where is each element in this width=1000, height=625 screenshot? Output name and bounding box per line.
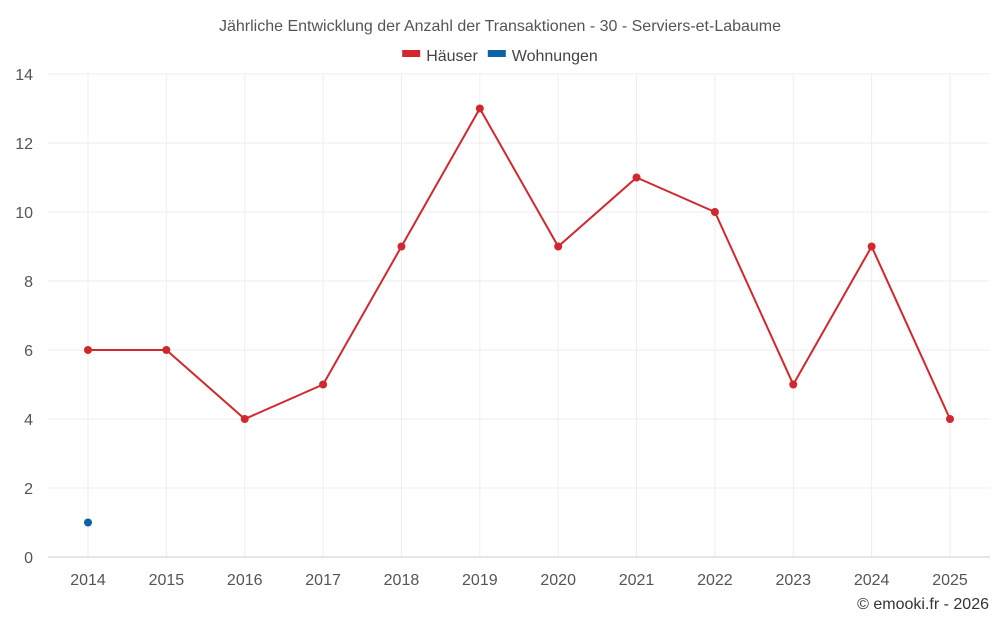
y-tick-label: 12	[15, 136, 33, 153]
x-axis-ticks: 2014 2015 2016 2017 2018 2019 2020 2021 2022 2023…	[70, 572, 968, 589]
legend-item[interactable]: Wohnungen	[487, 48, 598, 65]
chart-title: Jährliche Entwicklung der Anzahl der Tra…	[219, 18, 781, 35]
x-tick-label: 2018	[384, 572, 420, 589]
x-gridlines	[87, 74, 951, 557]
y-tick-label: 2	[24, 481, 33, 498]
x-tick-label: 2023	[775, 572, 811, 589]
x-tick-label: 2025	[932, 572, 968, 589]
credit-text: © emooki.fr - 2026	[857, 596, 989, 613]
y-tick-label: 6	[24, 343, 33, 360]
x-tick-label: 2022	[697, 572, 733, 589]
legend-label: Häuser	[426, 48, 478, 65]
x-tick-label: 2019	[462, 572, 498, 589]
legend-label: Wohnungen	[512, 48, 598, 65]
series-line	[88, 107, 951, 420]
data-point[interactable]	[867, 242, 876, 251]
data-point[interactable]	[946, 415, 954, 423]
y-tick-label: 8	[24, 274, 33, 291]
data-point[interactable]	[397, 242, 406, 251]
data-point[interactable]	[84, 518, 92, 527]
data-point[interactable]	[710, 208, 719, 216]
y-tick-label: 10	[15, 205, 33, 222]
data-point[interactable]	[632, 173, 641, 182]
data-point[interactable]	[162, 346, 171, 354]
x-tick-label: 2020	[540, 572, 576, 589]
y-tick-label: 14	[15, 67, 33, 84]
y-tick-label: 0	[24, 550, 33, 567]
data-point[interactable]	[475, 104, 484, 113]
y-axis-ticks: 0 2 4 6 8 10 12 14	[15, 67, 33, 567]
legend-swatch	[487, 50, 506, 57]
legend-swatch	[402, 50, 421, 57]
x-tick-label: 2014	[70, 572, 106, 589]
series-group	[84, 104, 954, 527]
data-point[interactable]	[554, 242, 563, 251]
legend: Häuser Wohnungen	[402, 48, 598, 65]
x-tick-label: 2015	[149, 572, 185, 589]
data-point[interactable]	[319, 380, 328, 389]
data-point[interactable]	[240, 415, 249, 423]
x-tick-label: 2016	[227, 572, 263, 589]
y-gridlines	[48, 73, 990, 489]
legend-item[interactable]: Häuser	[402, 48, 478, 65]
x-tick-label: 2017	[305, 572, 341, 589]
x-tick-label: 2024	[854, 572, 890, 589]
data-point[interactable]	[789, 380, 798, 389]
x-tick-label: 2021	[619, 572, 655, 589]
y-tick-label: 4	[24, 412, 33, 429]
data-point[interactable]	[84, 346, 92, 354]
